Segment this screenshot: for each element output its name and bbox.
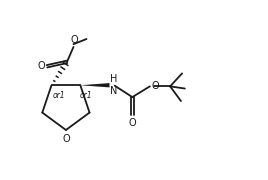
Text: or1: or1 [53, 91, 65, 100]
Text: O: O [70, 35, 78, 45]
Text: N: N [110, 86, 118, 96]
Text: O: O [62, 134, 70, 144]
Text: or1: or1 [79, 91, 92, 100]
Text: O: O [152, 81, 159, 91]
Text: O: O [38, 61, 45, 71]
Text: H: H [110, 74, 118, 84]
Polygon shape [80, 83, 110, 87]
Text: O: O [129, 118, 136, 128]
